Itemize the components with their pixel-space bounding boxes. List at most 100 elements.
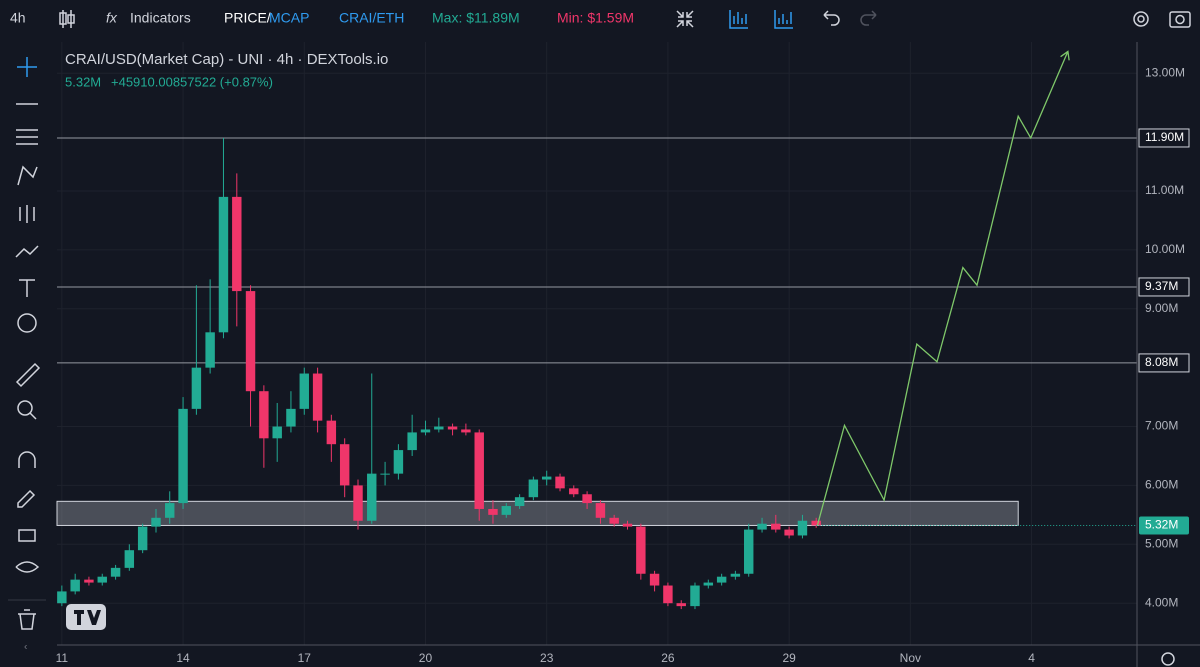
pattern-tool[interactable] (17, 165, 38, 186)
candle-body (582, 494, 592, 504)
candle-body (97, 576, 107, 583)
candle-body (703, 582, 714, 586)
x-tick-label: 11 (56, 651, 69, 665)
candle-body (514, 497, 525, 507)
axis-settings[interactable] (1161, 652, 1175, 666)
candle-body (286, 408, 296, 427)
candle-body (730, 573, 741, 577)
candle-body (649, 573, 660, 586)
crosshair-tool[interactable] (17, 57, 37, 77)
eye-tool[interactable] (15, 561, 40, 573)
max-label: Max: $11.89M (432, 10, 520, 26)
candle-body (178, 408, 188, 504)
candle-body (407, 432, 417, 451)
measure-tool[interactable] (15, 362, 41, 388)
candle-body (165, 503, 175, 518)
current-price-box (1139, 516, 1189, 535)
candle-body (232, 196, 242, 292)
candle-body (367, 473, 377, 521)
candle-body (70, 579, 80, 592)
level-label: 11.90M (1145, 130, 1184, 144)
candle-body (609, 517, 619, 524)
candle-body (393, 450, 404, 474)
candle-body (690, 585, 700, 607)
top-toolbar: 4h fx Indicators PRICE/ MCAP CRAI/ETH Ma… (10, 10, 1191, 29)
chart-title: CRAI/USD(Market Cap) - UNI · 4h · DEXToo… (65, 51, 388, 68)
candle-body (636, 526, 646, 574)
interval[interactable]: 4h (10, 10, 26, 26)
zoom-tool[interactable] (17, 400, 33, 416)
collapse-icon[interactable] (676, 10, 694, 28)
zone-box (56, 500, 1019, 526)
mcap-toggle[interactable]: MCAP (269, 10, 309, 26)
candle-body (757, 523, 767, 530)
x-tick-label: 17 (298, 651, 312, 665)
candle-icon[interactable] (59, 10, 75, 28)
tv-logo[interactable] (66, 604, 106, 630)
emoji-tool[interactable] (17, 313, 37, 333)
candle-body (488, 508, 498, 515)
candle-body (797, 520, 808, 536)
path-tool[interactable] (15, 245, 39, 258)
candle-body (663, 585, 673, 604)
screenshot-lens (1175, 14, 1185, 25)
x-tick-label: 29 (782, 651, 796, 665)
chart-icon-2[interactable] (774, 10, 793, 29)
candle-body (811, 520, 821, 526)
candle-body (380, 473, 390, 475)
fx-icon[interactable]: fx (106, 10, 118, 26)
candle-body (528, 479, 539, 498)
level-label: 9.37M (1145, 279, 1178, 293)
x-tick-label: 26 (661, 651, 675, 665)
projection-arrow (1060, 50, 1070, 61)
candle-body (420, 429, 431, 433)
candle-body (218, 196, 229, 333)
y-tick-label: 13.00M (1145, 65, 1185, 79)
candle-body (434, 426, 444, 430)
y-tick-label: 11.00M (1145, 183, 1184, 197)
indicators-button[interactable]: Indicators (130, 10, 191, 26)
candle-body (676, 603, 686, 607)
x-tick-label: 20 (419, 651, 433, 665)
settings-center (1137, 15, 1145, 23)
overlay: 4.00M 5.00M 6.00M 7.00M 9.00M 10.00M 11.00M 13.… (56, 65, 1190, 665)
candle-body (555, 476, 565, 489)
settings[interactable] (1133, 11, 1149, 27)
y-tick-label: 9.00M (1145, 301, 1178, 315)
trash-tool[interactable] (18, 609, 36, 630)
redo[interactable] (860, 10, 877, 26)
candle-body (784, 529, 794, 536)
x-tick-label: 14 (176, 651, 190, 665)
x-tick-label: 23 (540, 651, 554, 665)
x-tick-label: 4 (1028, 651, 1035, 665)
prediction-tool[interactable] (19, 205, 35, 223)
draw-lock-tool[interactable] (17, 489, 36, 508)
text-tool[interactable] (19, 279, 35, 297)
collapse-arrow[interactable]: ‹ (24, 642, 27, 653)
fib-tool[interactable] (16, 129, 38, 145)
candle-body (272, 426, 282, 439)
undo[interactable] (823, 10, 840, 26)
pair-button[interactable]: CRAI/ETH (339, 10, 404, 26)
candle-body (541, 476, 552, 480)
current-price-label: 5.32M (1145, 518, 1178, 532)
candle-body (137, 526, 148, 551)
candle-body (299, 373, 309, 409)
screenshot[interactable] (1169, 11, 1191, 28)
candle-body (744, 529, 754, 574)
tv-logo-mark (74, 610, 101, 625)
candle-body (569, 488, 579, 495)
candle-body (461, 429, 471, 433)
y-tick-label: 7.00M (1145, 419, 1178, 433)
zoom-handle (29, 412, 37, 420)
candle-body (622, 523, 633, 527)
candle-body (110, 567, 121, 577)
chart-icon[interactable] (729, 10, 748, 29)
magnet-tool[interactable] (18, 451, 36, 468)
y-tick-label: 6.00M (1145, 478, 1178, 492)
x-tick-label: Nov (900, 651, 921, 665)
price-toggle[interactable]: PRICE/ (224, 10, 271, 26)
lock-tool[interactable] (18, 529, 36, 542)
